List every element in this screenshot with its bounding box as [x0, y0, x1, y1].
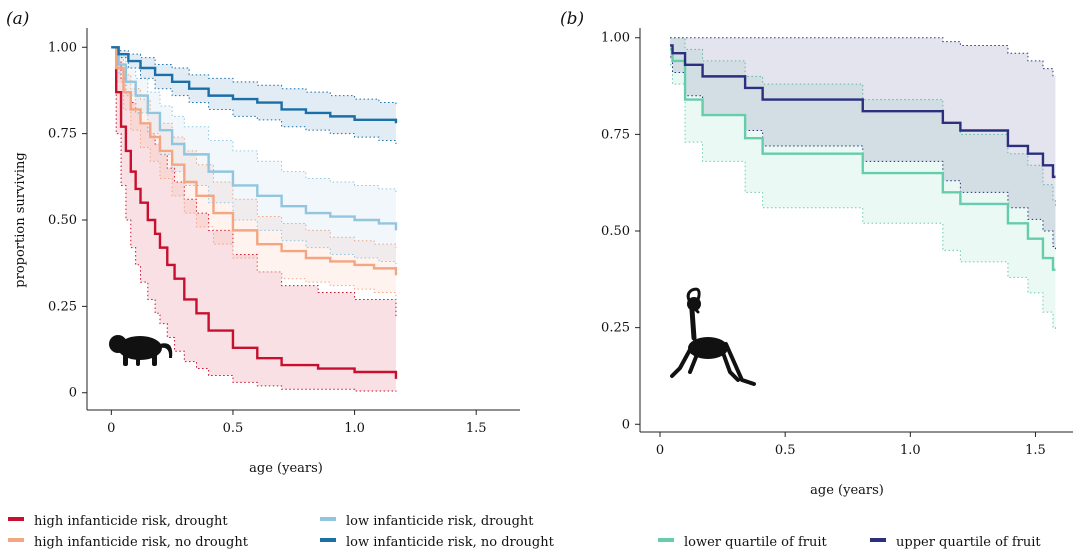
y-tick-label: 0.50: [48, 213, 77, 228]
panel-b-survival-chart: 0 0.25 0.50 0.75 1.00 0 0.5 1.0 1.5 age (years): [601, 28, 1073, 498]
ci-band-upper-quartile-of-fruit: [670, 37, 1056, 251]
ci-upper-low-infanticide-risk-no-drought: [111, 46, 397, 106]
y-tick-label: 0: [69, 386, 77, 401]
panel-b-confidence-bands: [670, 37, 1056, 332]
panel-a-survival-lines: [111, 46, 398, 379]
x-tick-label: 1.0: [344, 421, 365, 436]
legend-label-high-infanticide-risk-drought: high infanticide risk, drought: [34, 514, 228, 529]
survival-line-low-infanticide-risk-drought: [111, 46, 398, 231]
ci-upper-high-infanticide-risk-drought: [111, 46, 397, 317]
x-tick-label: 0.5: [775, 443, 796, 458]
legend-swatch-lower-quartile-of-fruit: [658, 538, 674, 542]
panel-label-b: (b): [560, 9, 584, 29]
legend-label-upper-quartile-of-fruit: upper quartile of fruit: [896, 535, 1041, 550]
panel-b-survival-lines: [670, 44, 1056, 271]
spider-monkey-silhouette-icon: [670, 287, 756, 386]
survival-line-low-infanticide-risk-no-drought: [111, 46, 398, 124]
ci-upper-low-infanticide-risk-drought: [111, 46, 397, 193]
survival-line-upper-quartile-of-fruit: [670, 44, 1056, 179]
ci-lower-upper-quartile-of-fruit: [670, 56, 1056, 251]
legend-label-lower-quartile-of-fruit: lower quartile of fruit: [684, 535, 828, 550]
x-tick-label: 0.5: [223, 421, 244, 436]
panel-a-y-axis-label: proportion surviving: [13, 152, 28, 287]
survival-line-lower-quartile-of-fruit: [670, 48, 1056, 271]
y-tick-label: 0.50: [601, 224, 630, 239]
x-tick-label: 0: [656, 443, 664, 458]
y-tick-label: 0: [622, 417, 630, 432]
legend-label-high-infanticide-risk-no-drought: high infanticide risk, no drought: [34, 535, 249, 550]
ci-band-lower-quartile-of-fruit: [670, 37, 1056, 332]
panel-a-survival-chart: 00.250.500.751.000 0.5 1.0 1.5 age (years) …: [13, 28, 520, 476]
x-tick-label: 1.5: [1025, 443, 1046, 458]
ci-upper-high-infanticide-risk-no-drought: [111, 46, 397, 248]
panel-b-x-axis-label: age (years): [810, 483, 884, 498]
panel-b-axes: 0 0.25 0.50 0.75 1.00 0 0.5 1.0 1.5: [601, 28, 1073, 458]
legend-swatch-low-infanticide-risk-no-drought: [320, 538, 336, 542]
ci-lower-high-infanticide-risk-drought: [111, 46, 397, 392]
ci-band-high-infanticide-risk-drought: [111, 47, 396, 392]
x-tick-label: 0: [107, 421, 115, 436]
y-tick-label: 1.00: [48, 40, 77, 55]
ci-upper-upper-quartile-of-fruit: [670, 37, 1056, 77]
chart-legend: high infanticide risk, drought high infan…: [8, 514, 1041, 550]
panel-a-x-axis-label: age (years): [249, 461, 323, 476]
x-tick-label: 1.5: [466, 421, 487, 436]
legend-swatch-low-infanticide-risk-drought: [320, 517, 336, 521]
legend-label-low-infanticide-risk-no-drought: low infanticide risk, no drought: [346, 535, 555, 550]
y-tick-label: 1.00: [601, 31, 630, 46]
ci-band-high-infanticide-risk-no-drought: [111, 47, 396, 300]
legend-swatch-high-infanticide-risk-no-drought: [8, 538, 24, 542]
ci-lower-high-infanticide-risk-no-drought: [111, 46, 397, 300]
panel-a-axes: 0 0.25 0.50 0.75 1.00 0 0.5 1.0 1.5: [48, 28, 520, 436]
x-tick-label: 1.0: [900, 443, 921, 458]
y-tick-label: 0.25: [601, 321, 630, 336]
ci-upper-lower-quartile-of-fruit: [670, 37, 1056, 208]
survival-line-high-infanticide-risk-no-drought: [111, 46, 398, 276]
legend-label-low-infanticide-risk-drought: low infanticide risk, drought: [346, 514, 534, 529]
panel-label-a: (a): [6, 9, 29, 29]
y-tick-label: 0.75: [601, 127, 630, 142]
ci-lower-low-infanticide-risk-drought: [111, 46, 397, 269]
ci-band-low-infanticide-risk-no-drought: [111, 47, 396, 144]
y-tick-label: 0.75: [48, 127, 77, 142]
survival-line-high-infanticide-risk-drought: [111, 46, 398, 379]
legend-swatch-upper-quartile-of-fruit: [870, 538, 886, 542]
capuchin-monkey-silhouette-icon: [109, 335, 173, 366]
legend-swatch-high-infanticide-risk-drought: [8, 517, 24, 521]
y-tick-label: 0.25: [48, 299, 77, 314]
